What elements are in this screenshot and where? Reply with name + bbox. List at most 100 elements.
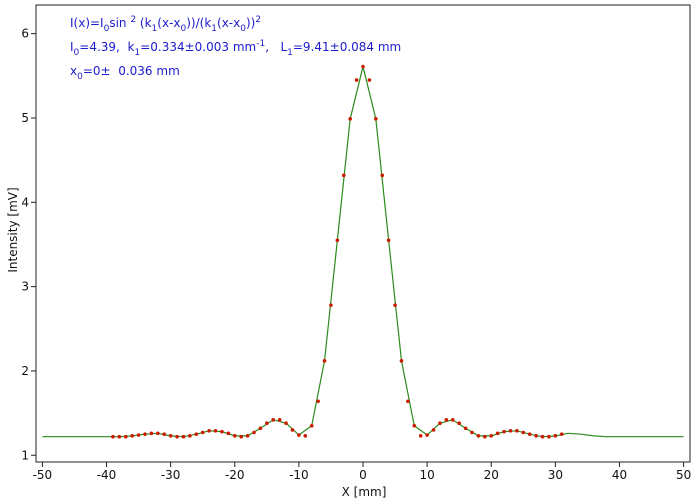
fit-point [450,418,455,422]
fit-point [316,399,320,404]
fit-point [393,303,397,307]
x-tick-label: 10 [419,468,434,482]
fit-point [175,434,179,439]
annotation-part: 0 [77,72,83,82]
fit-point [149,431,154,436]
x-tick-label: 50 [676,468,691,482]
annotation-part: 0 [104,24,110,34]
fit-point [483,434,487,439]
annotation-part: -1 [256,39,265,49]
annotation-part: 2 [255,15,261,25]
annotation-part: 2 [130,15,136,25]
fit-point [168,434,173,438]
x-tick-label: 0 [359,468,367,482]
fit-point [476,434,481,438]
x-tick-label: -20 [225,468,245,482]
annotation-part: 0 [74,48,80,58]
fit-point [226,431,231,436]
annotation-part: =4.39, k [79,40,134,54]
fit-point [502,429,506,434]
fit-point [470,430,474,435]
fit-point [386,238,391,243]
annotation-part: (x-x [157,16,180,30]
y-tick-label: 3 [21,280,29,294]
x-tick-label: -40 [97,468,117,482]
x-tick-label: -50 [33,468,53,482]
fit-point [553,434,558,438]
fit-point [489,434,494,438]
fit-point [271,418,276,422]
annotation-part: (x-x [217,16,240,30]
annotation-part: =9.41±0.084 mm [293,40,401,54]
y-tick-label: 4 [21,195,29,209]
fit-point [495,431,500,436]
fit-point [303,434,308,438]
fit-point [374,117,378,121]
x-tick-label: -10 [289,468,309,482]
fit-point [380,173,385,178]
fit-point [136,433,141,437]
annotation-part: sin [109,16,130,30]
annotation-part: I [70,40,74,54]
fit-point [245,434,250,438]
fit-point [220,429,224,434]
y-tick-label: 5 [21,111,29,125]
fit-point [213,429,218,433]
y-tick-label: 2 [21,364,29,378]
annotation-part: )) [246,16,255,30]
fit-point [354,78,359,82]
fit-point [534,434,538,438]
annotation-part: 1 [134,48,140,58]
fit-point [547,434,551,439]
fit-point [258,426,263,431]
fit-point [540,434,545,439]
fit-point [284,421,288,426]
fit-point [162,432,167,436]
fit-point [438,421,442,426]
annotation-part: 0 [181,24,187,34]
x-tick-label: -30 [161,468,181,482]
annotation-part: x [70,64,77,78]
fit-point [361,64,365,69]
annotation: I0=4.39, k1=0.334±0.003 mm-1, L1=9.41±0.… [70,39,401,58]
y-axis-label: Intensity [mV] [6,187,20,272]
fit-point [425,433,429,437]
fit-point [431,428,436,432]
fit-point [406,399,410,404]
fit-point [559,432,564,436]
annotation-part: , L [265,40,287,54]
fit-point [277,418,282,422]
annotation-part: (k [136,16,151,30]
fit-point [457,421,461,426]
fit-point [322,359,327,363]
fit-point [265,421,269,426]
annotation-part: 1 [211,24,217,34]
fit-point [418,434,423,438]
fit-point [515,429,519,433]
annotation: x0=0± 0.036 mm [70,64,180,82]
fit-point [194,432,199,436]
fit-point [329,303,333,307]
fit-point [367,78,372,82]
fit-point [527,432,532,436]
fit-point [232,434,237,438]
x-tick-label: 40 [612,468,627,482]
fit-point [290,428,295,432]
fit-point [181,434,186,439]
x-axis-label: X [mm] [342,485,387,499]
fit-point [252,430,256,435]
annotation-part: =0± 0.036 mm [83,64,180,78]
x-tick-label: 30 [548,468,563,482]
annotation-part: 1 [152,24,158,34]
y-tick-label: 6 [21,27,29,41]
fit-point [239,434,243,439]
fit-point [348,117,352,121]
fit-point [335,238,340,243]
fit-point [297,433,301,437]
fit-point [111,434,115,439]
fit-point [399,359,404,363]
fit-point [188,434,192,438]
fit-point [207,429,211,433]
fit-point [444,418,449,422]
